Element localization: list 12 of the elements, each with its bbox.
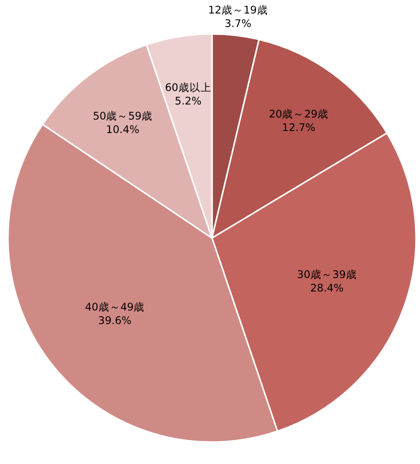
slice-label: 50歳～59歳 xyxy=(92,109,153,122)
slice-label: 12歳～19歳 xyxy=(208,3,268,16)
slice-label: 30歳～39歳 xyxy=(297,268,357,282)
slice-label: 40歳～49歳 xyxy=(84,300,145,314)
data-label: 5.2% xyxy=(174,96,202,108)
data-label: 12.7% xyxy=(282,122,316,134)
data-label: 28.4% xyxy=(310,282,344,295)
data-label: 39.6% xyxy=(98,314,132,327)
slice-label: 20歳～29歳 xyxy=(268,107,329,120)
data-label: 3.7% xyxy=(224,18,252,30)
slice-label: 60歳以上 xyxy=(164,80,212,94)
data-label: 10.4% xyxy=(106,124,140,136)
